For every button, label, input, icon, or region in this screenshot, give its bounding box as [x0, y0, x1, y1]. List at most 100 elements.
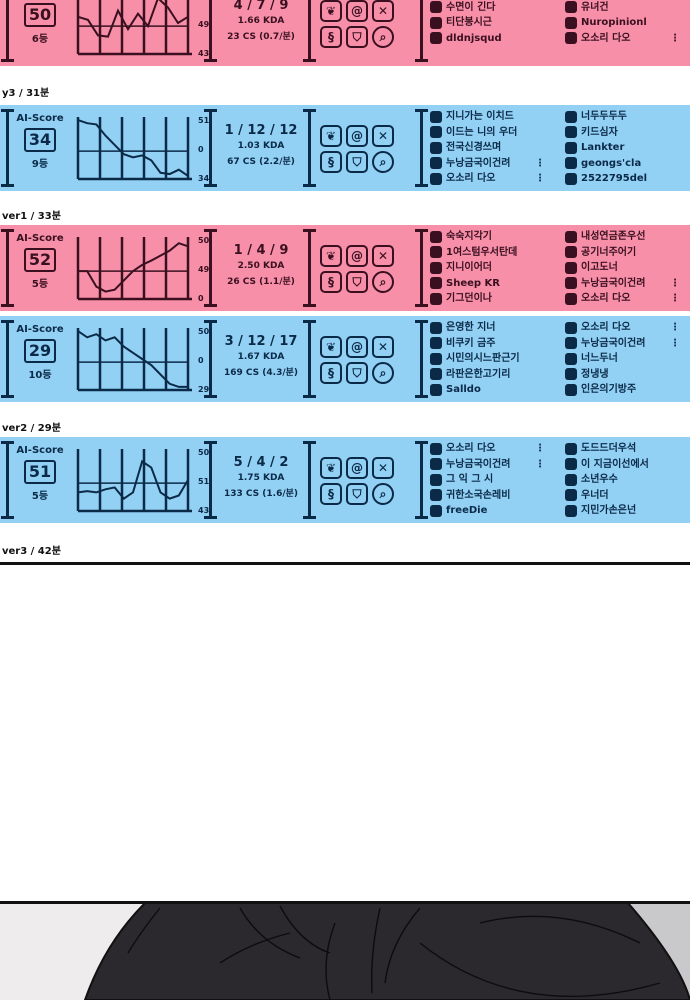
player-item[interactable]: 누낭금국이건려 ⋮	[565, 336, 680, 352]
match-row-win[interactable]: AI-Score 51 5등 50 51 43 5 / 4 / 2 1.75 KDA 133…	[0, 437, 690, 523]
player-name: 너느두너	[581, 353, 618, 364]
player-item[interactable]: 누낭금국이건려 ⋮	[430, 156, 545, 172]
match-row-win[interactable]: AI-Score 34 9등 51 0 34 1 / 12 / 12 1.03 KDA 67…	[0, 105, 690, 191]
player-item[interactable]: 이 지금이선에서	[565, 457, 680, 473]
player-name: freeDie	[446, 505, 488, 516]
more-icon[interactable]: ⋮	[535, 173, 545, 184]
player-item[interactable]: geongs'cla	[565, 156, 680, 172]
score-badge: 51	[23, 460, 57, 484]
match-row-win[interactable]: AI-Score 29 10등 50 0 29 3 / 12 / 17 1.67 KDA 1…	[0, 316, 690, 402]
player-item[interactable]: 오소리 다오 ⋮	[430, 171, 545, 187]
player-item[interactable]: 1여스텀우서탄데	[430, 245, 545, 261]
player-item[interactable]: 은영한 지너	[430, 320, 545, 336]
champion-icon	[430, 337, 442, 350]
player-item[interactable]: freeDie	[430, 503, 545, 519]
player-item[interactable]: 누낭금국이건려 ⋮	[430, 457, 545, 473]
panel-border	[0, 901, 690, 904]
more-icon[interactable]: ⋮	[670, 32, 680, 44]
cross-rune-icon: ✕	[372, 0, 394, 22]
player-item[interactable]: 정냉냉	[565, 367, 680, 383]
player-item[interactable]: 이고도너	[565, 260, 680, 276]
player-item[interactable]: dldnjsqud	[430, 31, 545, 47]
player-name: 유녀건	[581, 1, 609, 13]
more-icon[interactable]: ⋮	[535, 443, 545, 454]
score-badge: 50	[23, 3, 57, 27]
champion-icon	[430, 504, 442, 517]
search-icon[interactable]: ⌕	[372, 26, 394, 48]
player-item[interactable]: 지니가는 이치드	[430, 109, 545, 125]
player-item[interactable]: 오소리 다오 ⋮	[565, 31, 680, 47]
player-item[interactable]: Nuropinionl	[565, 15, 680, 31]
player-item[interactable]: 이드는 니의 우더	[430, 125, 545, 141]
divider	[204, 441, 217, 519]
player-item[interactable]: Lankter	[565, 140, 680, 156]
more-icon[interactable]: ⋮	[535, 157, 545, 169]
player-name: geongs'cla	[581, 157, 642, 169]
more-icon[interactable]: ⋮	[670, 293, 680, 304]
more-icon[interactable]: ⋮	[670, 322, 680, 333]
player-item[interactable]: 시민의시느판근기	[430, 351, 545, 367]
player-name: 도드드더우석	[581, 443, 637, 454]
player-item[interactable]: 키드심자	[565, 125, 680, 141]
player-item[interactable]: 오소리 다오 ⋮	[565, 291, 680, 307]
player-item[interactable]: Sheep KR	[430, 276, 545, 292]
search-icon[interactable]: ⌕	[372, 151, 394, 173]
player-item[interactable]: 유녀건	[565, 0, 680, 15]
player-item[interactable]: 2522795del	[565, 171, 680, 187]
player-name: 오소리 다오	[446, 173, 496, 184]
player-name: 은영한 지너	[446, 322, 496, 333]
search-icon[interactable]: ⌕	[372, 483, 394, 505]
player-item[interactable]: 누낭금국이건려 ⋮	[565, 276, 680, 292]
player-item[interactable]: 너두두두두	[565, 109, 680, 125]
champion-icon	[565, 337, 577, 350]
champion-icon	[430, 458, 442, 471]
search-icon[interactable]: ⌕	[372, 271, 394, 293]
swirl-rune-icon: §	[320, 362, 342, 384]
more-icon[interactable]: ⋮	[670, 277, 680, 289]
champion-icon	[565, 458, 577, 471]
player-item[interactable]: 오소리 다오 ⋮	[565, 320, 680, 336]
player-item[interactable]: 수면이 긴다	[430, 0, 545, 15]
player-name: 전국신경쓰며	[446, 142, 502, 153]
spiral-rune-icon: @	[346, 0, 368, 22]
champion-icon	[565, 1, 577, 14]
player-item[interactable]: 인은의기방주	[565, 382, 680, 398]
player-item[interactable]: 귀한소국손레비	[430, 488, 545, 504]
player-item[interactable]: 공기너주어기	[565, 245, 680, 261]
player-item[interactable]: 라판은한고기리	[430, 367, 545, 383]
player-item[interactable]: 내성연금존우선	[565, 229, 680, 245]
champion-icon	[565, 246, 577, 259]
divider	[1, 441, 14, 519]
champion-icon	[430, 126, 442, 139]
more-icon[interactable]: ⋮	[535, 458, 545, 470]
player-item[interactable]: 비쿠키 금주	[430, 336, 545, 352]
player-item[interactable]: 기그던이나	[430, 291, 545, 307]
player-item[interactable]: 우너더	[565, 488, 680, 504]
team-right: 내성연금존우선 공기너주어기 이고도너 누낭금국이건려 ⋮ 오소리 다오 ⋮	[565, 229, 680, 307]
player-item[interactable]: 오소리 다오 ⋮	[430, 441, 545, 457]
match-time-label: ver2 / 29분	[2, 423, 61, 434]
champion-icon	[565, 489, 577, 502]
player-item[interactable]: 티단봉시근	[430, 15, 545, 31]
kda-stats: 1 / 12 / 12 1.03 KDA 67 CS (2.2/분)	[224, 123, 298, 167]
cross-rune-icon: ✕	[372, 125, 394, 147]
player-item[interactable]: 너느두너	[565, 351, 680, 367]
champion-icon	[430, 383, 442, 396]
champion-icon	[430, 1, 442, 14]
player-item[interactable]: 그 익 그 시	[430, 472, 545, 488]
search-icon[interactable]: ⌕	[372, 362, 394, 384]
player-item[interactable]: Salldo	[430, 382, 545, 398]
kda-stats: 3 / 12 / 17 1.67 KDA 169 CS (4.3/분)	[223, 334, 299, 378]
match-row-loss[interactable]: AI-Score 52 5등 50 49 0 1 / 4 / 9 2.50 KDA 26 C…	[0, 225, 690, 311]
player-item[interactable]: 지민가손은넌	[565, 503, 680, 519]
player-item[interactable]: 소년우수	[565, 472, 680, 488]
player-item[interactable]: 숙숙지각기	[430, 229, 545, 245]
more-icon[interactable]: ⋮	[670, 337, 680, 349]
swirl-rune-icon: §	[320, 483, 342, 505]
champion-icon	[565, 504, 577, 517]
champion-icon	[565, 141, 577, 154]
player-item[interactable]: 도드드더우석	[565, 441, 680, 457]
player-item[interactable]: 지니이어더	[430, 260, 545, 276]
player-item[interactable]: 전국신경쓰며	[430, 140, 545, 156]
